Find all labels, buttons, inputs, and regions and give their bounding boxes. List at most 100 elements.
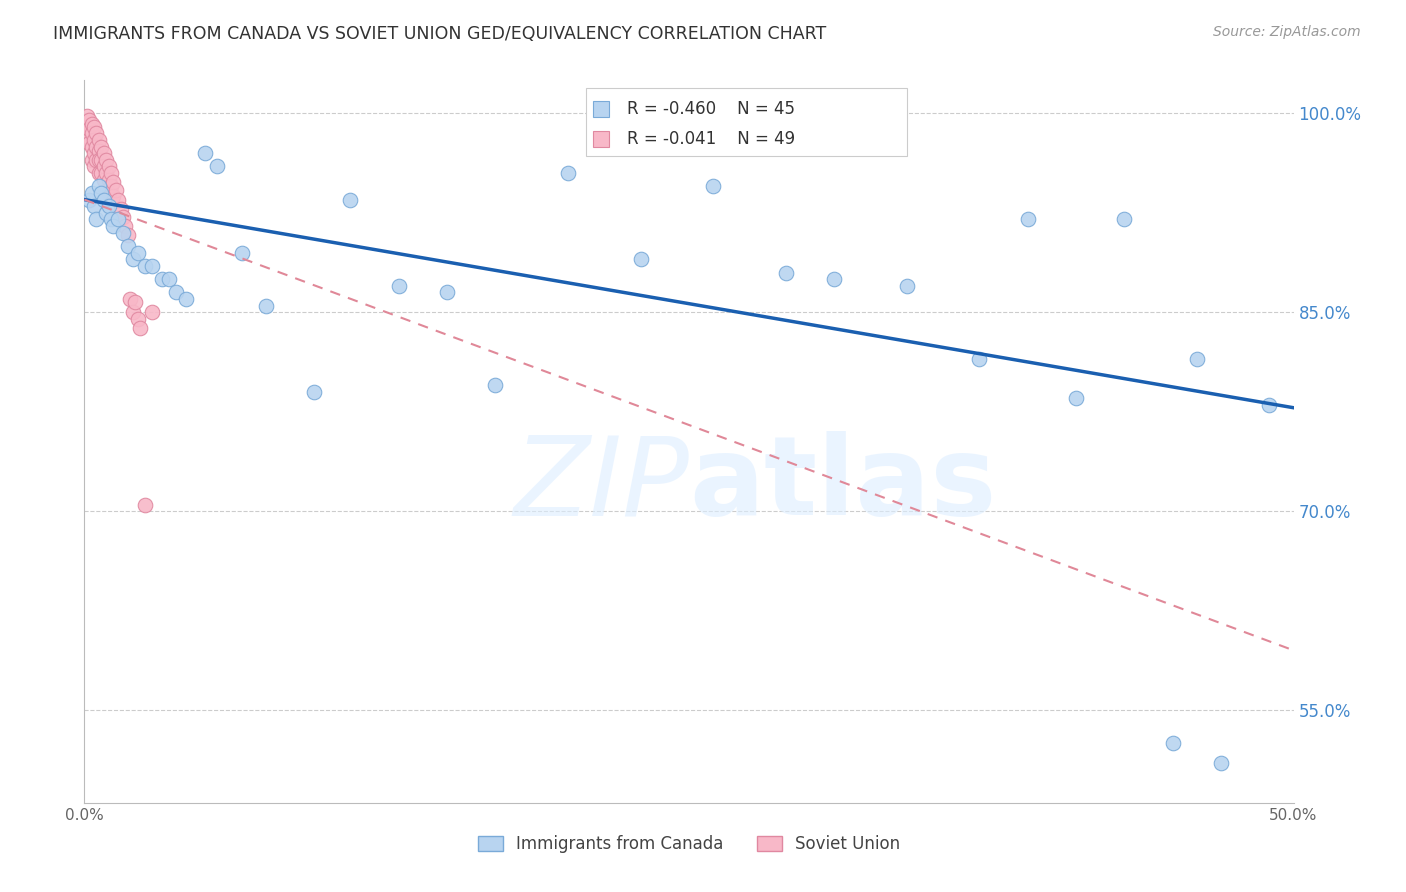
Point [117,239,139,253]
Point [896,278,918,293]
Point [630,252,652,267]
Point [90,186,112,200]
Point [194,146,217,161]
Point [86,153,108,167]
Point [1185,351,1208,366]
Point [134,498,156,512]
Point [103,188,125,202]
Point [93,146,115,161]
Point [77,122,100,136]
Point [557,166,579,180]
Point [83,133,105,147]
Point [93,172,115,186]
Point [1064,392,1087,406]
Point [103,175,125,189]
Point [121,305,143,319]
Point [302,384,325,399]
Point [121,252,143,267]
Point [134,259,156,273]
Point [112,226,135,240]
Point [254,299,277,313]
Point [165,285,187,300]
Point [80,139,103,153]
Point [1114,212,1136,227]
Point [107,212,129,227]
Point [100,212,122,227]
Point [83,199,105,213]
Point [388,278,411,293]
Point [80,117,103,131]
Point [702,179,724,194]
Point [76,109,98,123]
Point [1209,756,1232,770]
Point [77,113,100,128]
Point [80,126,103,140]
Point [157,272,180,286]
Point [90,139,112,153]
Text: Source: ZipAtlas.com: Source: ZipAtlas.com [1213,25,1361,39]
Point [87,166,110,180]
FancyBboxPatch shape [586,87,907,156]
Point [86,126,108,140]
Point [436,285,458,300]
Point [484,378,506,392]
Point [93,193,115,207]
Point [339,193,361,207]
Text: R = -0.460    N = 45: R = -0.460 N = 45 [627,101,796,119]
Point [97,172,120,186]
Point [80,153,103,167]
Legend: Immigrants from Canada, Soviet Union: Immigrants from Canada, Soviet Union [471,828,907,860]
Text: atlas: atlas [689,432,997,539]
Point [1258,398,1281,412]
Point [174,292,197,306]
Point [80,186,103,200]
Point [127,312,149,326]
Point [87,133,110,147]
Point [76,120,98,134]
Point [104,183,127,197]
Point [97,186,120,200]
Point [117,228,139,243]
Point [120,292,142,306]
Point [87,179,110,194]
Point [114,219,136,233]
Point [83,146,105,161]
Point [87,153,110,167]
Point [150,272,173,286]
Point [129,321,152,335]
Point [207,160,229,174]
Point [86,212,108,227]
Point [231,245,253,260]
Point [83,160,105,174]
Point [86,139,108,153]
Point [107,193,129,207]
Point [94,166,117,180]
Point [90,166,112,180]
Point [112,210,135,224]
Point [141,305,163,319]
Text: R = -0.041    N = 49: R = -0.041 N = 49 [627,130,796,148]
Point [103,219,125,233]
Point [775,266,797,280]
Point [94,206,117,220]
Point [100,166,122,180]
Point [823,272,845,286]
Point [100,179,122,194]
Point [97,160,120,174]
Point [77,136,100,150]
Point [90,153,112,167]
Point [1017,212,1039,227]
Point [77,193,100,207]
Point [83,120,105,134]
Point [76,130,98,145]
Point [967,351,990,366]
Point [93,160,115,174]
Point [124,294,146,309]
Point [141,259,163,273]
Text: ZIP: ZIP [513,432,689,539]
Point [1161,736,1184,750]
Point [94,153,117,167]
Text: IMMIGRANTS FROM CANADA VS SOVIET UNION GED/EQUIVALENCY CORRELATION CHART: IMMIGRANTS FROM CANADA VS SOVIET UNION G… [53,25,827,43]
Point [110,202,132,216]
Point [97,199,120,213]
